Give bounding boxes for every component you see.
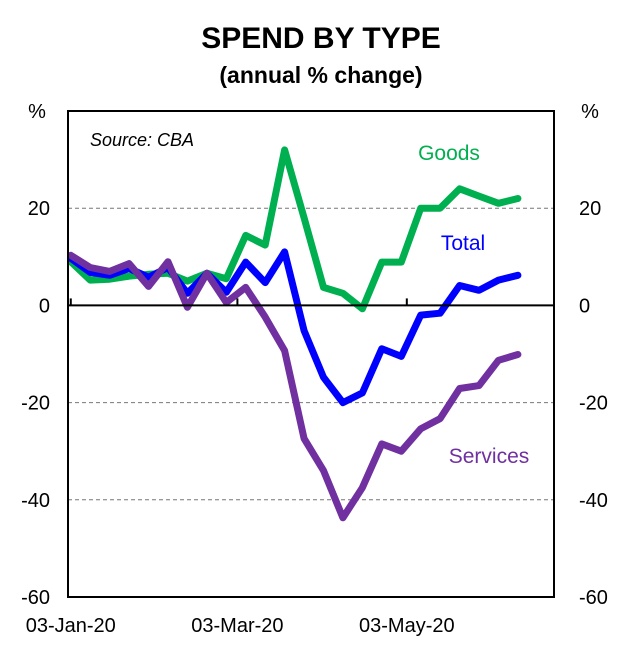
y-axis-label-left: % [28,101,46,123]
y-tick-label-left: -40 [21,490,50,512]
y-tick-label-left: -60 [21,587,50,609]
y-tick-label-left: -20 [21,393,50,415]
y-tick-label-right: 20 [579,198,601,220]
y-tick-label-right: -40 [579,490,608,512]
legend-label-services: Services [449,445,530,468]
chart-subtitle: (annual % change) [219,62,423,88]
legend-label-goods: Goods [418,142,480,165]
x-tick-label: 03-Jan-20 [26,615,116,637]
x-tick-label: 03-Mar-20 [191,615,283,637]
y-tick-label-right: -20 [579,393,608,415]
y-tick-label-left: 20 [28,198,50,220]
source-note: Source: CBA [90,130,194,150]
y-tick-label-left: 0 [39,295,50,317]
series-line-services [67,251,522,522]
y-tick-label-right: -60 [579,587,608,609]
series-line-total [67,248,522,407]
y-axis-label-right: % [581,101,599,123]
x-tick-label: 03-May-20 [359,615,455,637]
chart-title: SPEND BY TYPE [201,22,441,55]
y-tick-label-right: 0 [579,295,590,317]
plot-frame [67,110,555,598]
legend-label-total: Total [441,232,485,255]
